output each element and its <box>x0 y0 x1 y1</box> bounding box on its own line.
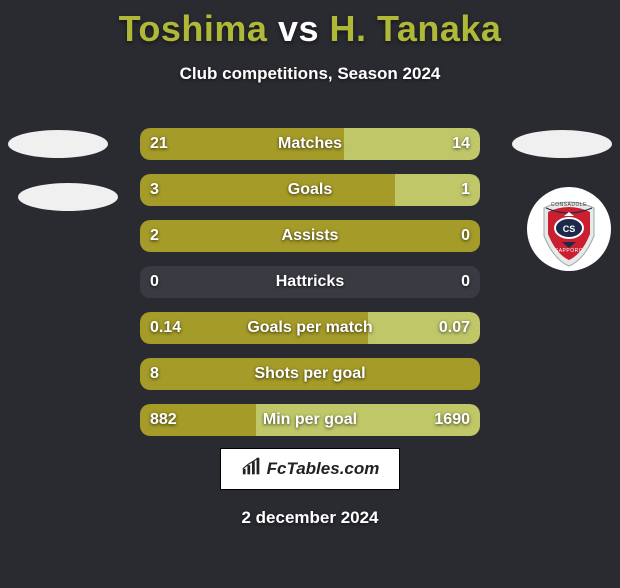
stat-fill-left <box>140 128 344 160</box>
stat-fill-right <box>344 128 480 160</box>
subtitle: Club competitions, Season 2024 <box>0 64 620 84</box>
comparison-bars: 2114Matches 31Goals 20Assists 0 0Hattricks 0.… <box>140 128 480 450</box>
stat-fill-right <box>256 404 480 436</box>
brand-text: FcTables.com <box>267 459 380 479</box>
stat-value-right: 0 <box>461 266 470 298</box>
stat-fill-left <box>140 220 480 252</box>
brand-box: FcTables.com <box>220 448 400 490</box>
title-player-right: H. Tanaka <box>330 8 502 49</box>
stat-fill-right <box>395 174 480 206</box>
stat-label: Hattricks <box>140 266 480 298</box>
stat-fill-left <box>140 312 368 344</box>
svg-text:CS: CS <box>563 224 576 234</box>
stat-value-left: 0 <box>150 266 159 298</box>
stat-row-min-per-goal: 8821690Min per goal <box>140 404 480 436</box>
avatar-left-placeholder-1 <box>8 130 108 158</box>
avatar-left-placeholder-2 <box>18 183 118 211</box>
club-crest-consadole: CS CONSADOLE SAPPORO <box>524 186 614 272</box>
stat-fill-left <box>140 358 480 390</box>
avatar-right-placeholder <box>512 130 612 158</box>
stat-fill-left <box>140 404 256 436</box>
stat-row-shots-per-goal: 8Shots per goal <box>140 358 480 390</box>
page-title: Toshima vs H. Tanaka <box>0 8 620 50</box>
bars-icon <box>241 456 263 483</box>
stat-row-assists: 20Assists <box>140 220 480 252</box>
title-vs: vs <box>278 8 319 49</box>
svg-text:SAPPORO: SAPPORO <box>555 248 583 254</box>
stat-fill-left <box>140 174 395 206</box>
stat-row-hattricks: 0 0Hattricks <box>140 266 480 298</box>
stat-row-goals: 31Goals <box>140 174 480 206</box>
svg-text:CONSADOLE: CONSADOLE <box>551 202 587 208</box>
footer-date: 2 december 2024 <box>0 508 620 528</box>
stat-row-matches: 2114Matches <box>140 128 480 160</box>
stat-fill-right <box>368 312 480 344</box>
stat-row-goals-per-match: 0.140.07Goals per match <box>140 312 480 344</box>
title-player-left: Toshima <box>119 8 268 49</box>
